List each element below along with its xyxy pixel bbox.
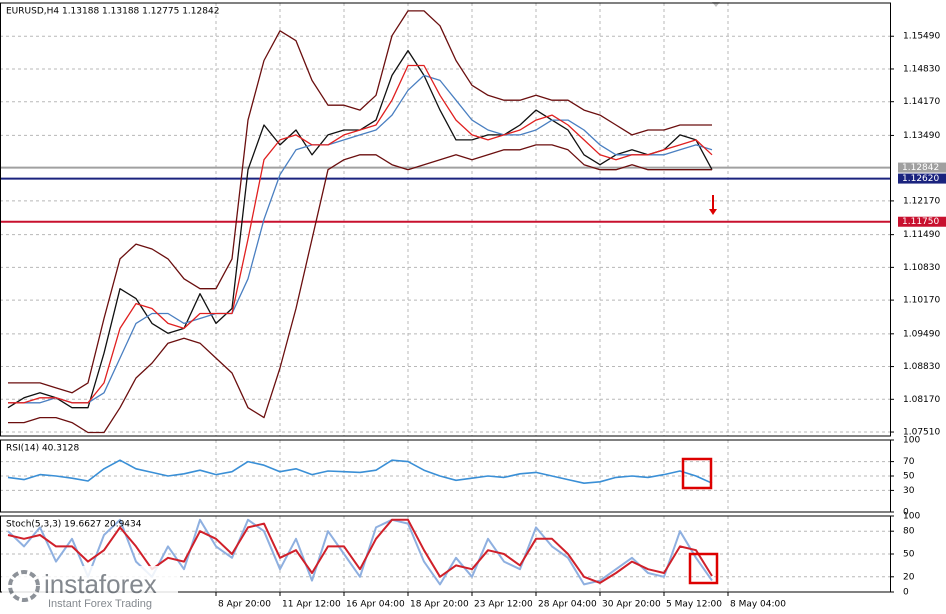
level-label: 1.12842 bbox=[902, 163, 939, 173]
y-tick-label: 0 bbox=[903, 588, 909, 598]
x-tick-label: 8 Apr 20:00 bbox=[218, 600, 271, 610]
y-tick-label: 30 bbox=[903, 486, 915, 496]
level-label-box bbox=[898, 173, 946, 184]
y-tick-label: 0 bbox=[903, 508, 909, 518]
x-tick-label: 23 Apr 12:00 bbox=[474, 600, 533, 610]
y-tick-label: 1.07510 bbox=[903, 428, 940, 438]
panel-frame bbox=[0, 515, 891, 593]
series-line bbox=[7, 518, 713, 584]
y-tick-label: 80 bbox=[903, 527, 915, 537]
arrow-head bbox=[709, 209, 717, 215]
y-tick-label: 1.14170 bbox=[903, 97, 940, 107]
panel-frame bbox=[0, 2, 891, 437]
logo-icon bbox=[8, 570, 40, 602]
level-label: 1.11750 bbox=[902, 217, 939, 227]
highlight-box bbox=[688, 552, 719, 585]
y-tick-label: 20 bbox=[903, 572, 915, 582]
level-label-box bbox=[898, 162, 946, 173]
level-label: 1.12620 bbox=[902, 174, 939, 184]
level-label-box bbox=[898, 216, 946, 227]
y-tick-label: 70 bbox=[903, 457, 915, 467]
series-line bbox=[8, 74, 713, 404]
y-tick-label: 1.09490 bbox=[903, 329, 940, 339]
y-tick-label: 1.13490 bbox=[903, 131, 940, 141]
y-tick-label: 50 bbox=[903, 472, 915, 482]
series-line bbox=[8, 144, 712, 434]
y-tick-label: 1.08170 bbox=[903, 395, 940, 405]
logo-bg bbox=[2, 566, 178, 612]
highlight-box bbox=[681, 457, 713, 490]
series-line bbox=[8, 64, 713, 404]
logo-tagline: Instant Forex Trading bbox=[48, 598, 152, 610]
y-tick-label: 100 bbox=[903, 512, 920, 522]
panel-frame bbox=[0, 439, 891, 513]
y-tick-label: 1.10170 bbox=[903, 296, 940, 306]
y-tick-label: 1.11490 bbox=[903, 230, 940, 240]
panel-title: EURUSD,H4 1.13188 1.13188 1.12775 1.1284… bbox=[6, 7, 219, 17]
logo-brand: instaforex bbox=[44, 569, 157, 599]
y-tick-label: 100 bbox=[903, 436, 920, 446]
panel-title: RSI(14) 40.3128 bbox=[6, 444, 79, 454]
y-tick-label: 1.12170 bbox=[903, 196, 940, 206]
x-tick-label: 5 May 12:00 bbox=[666, 600, 722, 610]
y-tick-label: 1.08830 bbox=[903, 362, 940, 372]
x-tick-label: 30 Apr 20:00 bbox=[602, 600, 661, 610]
y-tick-label: 50 bbox=[903, 550, 915, 560]
x-tick-label: 8 May 04:00 bbox=[730, 600, 786, 610]
y-tick-label: 1.15490 bbox=[903, 32, 940, 42]
x-tick-label: 28 Apr 04:00 bbox=[538, 600, 597, 610]
panel-title: Stoch(5,3,3) 19.6627 20.9434 bbox=[6, 520, 142, 530]
series-line bbox=[7, 459, 713, 484]
x-tick-label: 11 Apr 12:00 bbox=[282, 600, 341, 610]
series-line bbox=[8, 10, 712, 394]
x-tick-label: 18 Apr 20:00 bbox=[410, 600, 469, 610]
y-tick-label: 1.10830 bbox=[903, 263, 940, 273]
x-tick-label: 16 Apr 04:00 bbox=[346, 600, 405, 610]
y-tick-label: 1.14830 bbox=[903, 64, 940, 74]
